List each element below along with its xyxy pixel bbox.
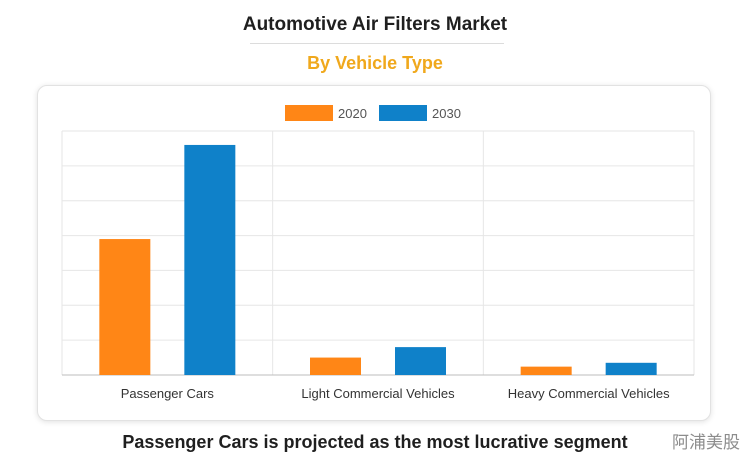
- chart-title: Automotive Air Filters Market: [242, 14, 508, 35]
- bar-2020-passenger-cars: [99, 239, 151, 375]
- watermark: 阿浦美股: [670, 428, 742, 453]
- bar-2030-passenger-cars: [184, 144, 236, 375]
- bar-2020-heavy-commercial-vehicles: [520, 366, 572, 375]
- x-tick-label: Heavy Commercial Vehicles: [508, 386, 670, 401]
- legend-swatch-2020: [285, 105, 333, 121]
- bar-2030-light-commercial-vehicles: [395, 347, 446, 375]
- title-divider: [250, 43, 504, 44]
- legend-swatch-2030: [379, 105, 427, 121]
- chart-caption: Passenger Cars is projected as the most …: [122, 432, 628, 452]
- x-tick-label: Light Commercial Vehicles: [301, 386, 455, 401]
- legend-label-2020: 2020: [338, 106, 367, 121]
- bar-2020-light-commercial-vehicles: [310, 357, 361, 375]
- bar-2030-heavy-commercial-vehicles: [605, 362, 657, 375]
- x-tick-label: Passenger Cars: [121, 386, 215, 401]
- chart-subtitle: By Vehicle Type: [307, 53, 443, 73]
- legend-label-2030: 2030: [432, 106, 461, 121]
